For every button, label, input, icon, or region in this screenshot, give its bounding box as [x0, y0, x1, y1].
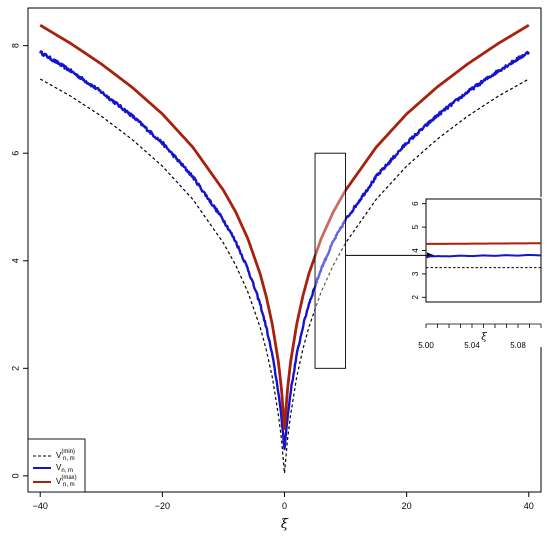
y-tick-label: 6: [10, 151, 20, 156]
inset-y-tick-label: 2: [411, 295, 420, 300]
legend-box: [27, 438, 86, 493]
series-line-V_max: [39, 24, 530, 430]
inset-plot: 2 3 4 5 6 5.00 5.04 5.08 ξ: [345, 197, 543, 350]
legend: V(min) n, mVn, mV(max) n, m: [27, 438, 86, 493]
y-tick-label: 0: [10, 473, 20, 478]
series-line-V_nm: [39, 50, 530, 451]
inset-series-line-V_nm: [425, 253, 542, 258]
inset-frame: [425, 198, 542, 303]
x-tick-label: −40: [33, 501, 48, 511]
inset-series-line-V_max: [425, 242, 542, 245]
zoom-box: [314, 152, 347, 369]
inset-y-tick-label: 3: [411, 271, 420, 276]
inset-y-tick-label: 4: [411, 248, 420, 253]
inset-x-axis-label: ξ: [481, 332, 487, 343]
inset-x-tick-label: 5.04: [464, 341, 480, 350]
legend-label-V_max: V(max) n, m: [56, 475, 77, 488]
legend-label-V_min: V(min) n, m: [56, 449, 75, 462]
inset-y-tick-label: 5: [411, 224, 420, 229]
y-tick-label: 2: [10, 366, 20, 371]
x-tick-label: 20: [402, 501, 412, 511]
x-tick-label: −20: [155, 501, 170, 511]
x-axis-label: ξ: [281, 517, 289, 532]
main-plot: −40 −20 0 20 40 0 2 4 6 8 ξ: [10, 7, 542, 532]
legend-label-V_nm: Vn, m: [56, 463, 73, 474]
series-line-V_min: [39, 78, 530, 474]
x-tick-label: 0: [282, 501, 287, 511]
x-tick-label: 40: [524, 501, 534, 511]
y-tick-label: 8: [10, 43, 20, 48]
inset-x-tick-label: 5.00: [418, 341, 434, 350]
inset-y-tick-label: 6: [411, 201, 420, 206]
y-tick-label: 4: [10, 258, 20, 263]
inset-x-tick-label: 5.08: [510, 341, 526, 350]
